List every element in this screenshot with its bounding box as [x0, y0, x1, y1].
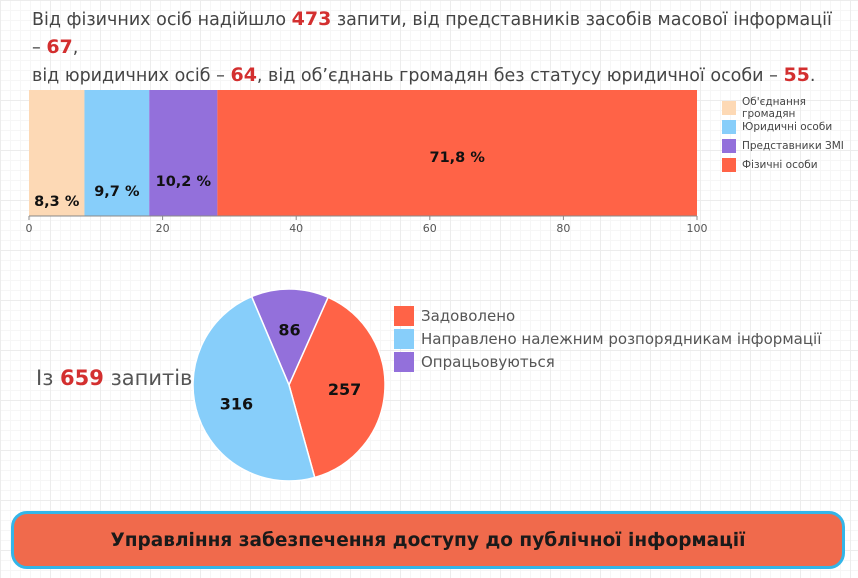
media-count: 67 — [46, 36, 73, 58]
bar-legend-swatch-2 — [722, 138, 736, 153]
total-requests: Із 659 запитів — [36, 366, 192, 390]
x-tick-label-4: 80 — [556, 222, 570, 235]
pie-legend-label-1: Направлено належним розпорядникам інформ… — [421, 329, 822, 348]
x-tick-label-0: 0 — [26, 222, 33, 235]
pie-legend-item-1: Направлено належним розпорядникам інформ… — [394, 327, 821, 350]
intro-text-6: . — [809, 66, 816, 86]
pie-value-label-2: 86 — [278, 320, 300, 339]
bar-value-label-3: 71,8 % — [430, 150, 486, 166]
pie-slice-2 — [250, 288, 330, 387]
bar-legend-item-1: Юридичні особи — [722, 117, 858, 136]
total-prefix: Із — [36, 366, 61, 390]
x-tick-label-3: 60 — [423, 222, 437, 235]
bar-value-label-1: 9,7 % — [94, 184, 140, 200]
individuals-count: 473 — [291, 8, 332, 30]
bar-legend-item-0: Об'єднання громадян — [722, 95, 858, 120]
pie-value-label-1: 316 — [220, 394, 253, 413]
bar-segment-1 — [84, 90, 150, 216]
pie-legend-label-2: Опрацьовуються — [421, 352, 555, 371]
intro-text-1: Від фізичних осіб надійшло — [32, 10, 292, 30]
pie-chart: 86 257 316 — [192, 288, 386, 482]
intro-text-5: , від об’єднань громадян без статусу юри… — [256, 66, 784, 86]
pie-slice-0 — [288, 296, 386, 479]
bar-segment-2 — [149, 90, 218, 216]
bar-legend-swatch-0 — [722, 100, 736, 115]
bar-legend-swatch-3 — [722, 157, 736, 172]
bar-legend-label-2: Представники ЗМІ — [742, 139, 844, 152]
pie-legend-swatch-2 — [394, 351, 414, 372]
pie-legend-label-0: Задоволено — [421, 306, 516, 325]
bar-legend-swatch-1 — [722, 119, 736, 134]
bar-value-label-0: 8,3 % — [34, 194, 80, 210]
bar-legend-item-2: Представники ЗМІ — [722, 136, 858, 155]
x-tick-label-2: 40 — [289, 222, 303, 235]
bar-segment-0 — [29, 90, 85, 216]
x-tick-label-1: 20 — [156, 222, 170, 235]
bar-segment-3 — [217, 90, 697, 216]
pie-value-label-0: 257 — [328, 380, 361, 399]
pie-legend-swatch-0 — [394, 305, 414, 326]
department-button[interactable]: Управління забезпечення доступу до публі… — [11, 511, 845, 569]
bar-legend-label-1: Юридичні особи — [742, 120, 833, 133]
pie-chart-legend: Задоволено Направлено належним розпорядни… — [394, 304, 821, 373]
bar-legend-label-0: Об'єднання громадян — [742, 95, 806, 120]
intro-text-4: від юридичних осіб – — [32, 66, 231, 86]
associations-count: 55 — [783, 64, 810, 86]
bar-legend-label-3: Фізичні особи — [742, 158, 818, 171]
pie-legend-item-2: Опрацьовуються — [394, 350, 821, 373]
bar-chart-legend: Об'єднання громадян Юридичні особи Предста… — [722, 95, 858, 174]
stacked-bar-chart: 8,3 % 9,7 % 10,2 % 71,8 % 0 20 40 60 80 100 — [26, 90, 708, 235]
total-suffix: запитів — [103, 366, 193, 390]
intro-text: Від фізичних осіб надійшло 473 запити, в… — [32, 6, 832, 90]
total-count: 659 — [60, 366, 104, 390]
department-button-label: Управління забезпечення доступу до публі… — [110, 529, 746, 551]
pie-legend-swatch-1 — [394, 328, 414, 349]
bar-legend-item-3: Фізичні особи — [722, 155, 858, 174]
intro-text-2: запити, від представників засобів масово… — [32, 10, 832, 58]
intro-text-3: , — [72, 38, 79, 58]
pie-legend-item-0: Задоволено — [394, 304, 821, 327]
bar-value-label-2: 10,2 % — [156, 174, 212, 190]
pie-slice-1 — [192, 295, 316, 482]
legal-entities-count: 64 — [230, 64, 257, 86]
x-tick-label-5: 100 — [687, 222, 708, 235]
